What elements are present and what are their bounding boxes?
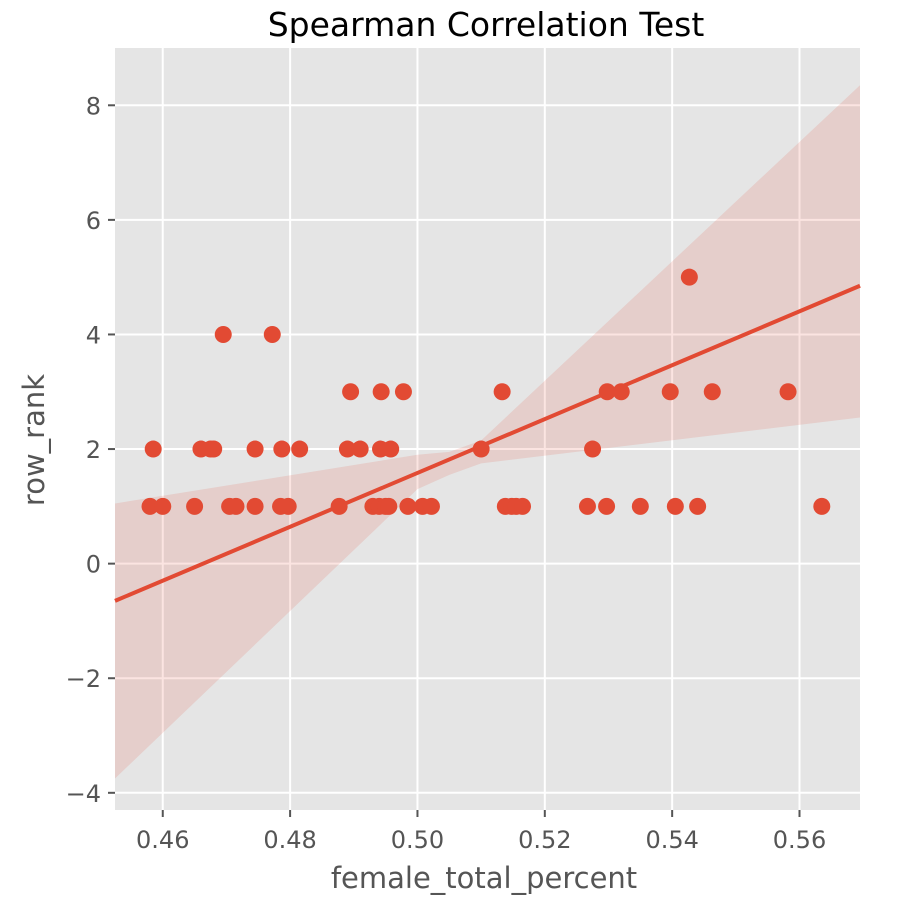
data-point <box>612 383 630 401</box>
data-point <box>154 497 172 515</box>
y-tick-label: 6 <box>86 207 101 235</box>
data-point <box>394 383 412 401</box>
data-point <box>779 383 797 401</box>
data-point <box>514 497 532 515</box>
y-axis-ticks: −4 −2 0 2 4 6 8 <box>66 92 115 808</box>
y-tick-label: 2 <box>86 436 101 464</box>
data-point <box>141 497 159 515</box>
data-points-layer <box>141 268 831 515</box>
data-point <box>703 383 721 401</box>
x-axis-ticks: 0.46 0.48 0.50 0.52 0.54 0.56 <box>136 810 826 854</box>
data-point <box>372 383 390 401</box>
x-axis-label: female_total_percent <box>331 861 637 895</box>
data-point <box>227 497 245 515</box>
y-tick-label: −2 <box>66 665 101 693</box>
data-point <box>689 497 707 515</box>
data-point <box>291 440 309 458</box>
data-point <box>813 497 831 515</box>
data-point <box>246 497 264 515</box>
x-tick-label: 0.46 <box>136 826 189 854</box>
y-tick-label: 4 <box>86 321 101 349</box>
data-point <box>598 383 616 401</box>
regression-line-layer <box>114 283 861 603</box>
x-tick-label: 0.56 <box>773 826 826 854</box>
data-point <box>472 440 490 458</box>
chart-title: Spearman Correlation Test <box>268 5 705 44</box>
data-point <box>680 268 698 286</box>
data-point <box>493 383 511 401</box>
data-point <box>338 440 356 458</box>
data-point <box>205 440 223 458</box>
plot-area <box>115 48 860 810</box>
data-point <box>144 440 162 458</box>
data-point <box>263 325 281 343</box>
data-point <box>214 325 232 343</box>
x-tick-label: 0.52 <box>518 826 571 854</box>
data-point <box>351 440 369 458</box>
data-point <box>246 440 264 458</box>
x-tick-label: 0.54 <box>645 826 698 854</box>
data-point <box>666 497 684 515</box>
data-point <box>598 497 616 515</box>
data-point <box>399 497 417 515</box>
data-point <box>273 440 291 458</box>
data-point <box>584 440 602 458</box>
data-point <box>382 440 400 458</box>
data-point <box>631 497 649 515</box>
x-tick-label: 0.48 <box>263 826 316 854</box>
data-point <box>578 497 596 515</box>
data-point <box>279 497 297 515</box>
y-axis-label: row_rank <box>17 374 51 506</box>
data-point <box>342 383 360 401</box>
data-point <box>422 497 440 515</box>
y-tick-label: 8 <box>86 92 101 120</box>
y-tick-label: −4 <box>66 780 101 808</box>
data-point <box>330 497 348 515</box>
confidence-band-layer <box>115 85 860 779</box>
data-point <box>380 497 398 515</box>
data-point <box>661 383 679 401</box>
data-point <box>186 497 204 515</box>
regression-line <box>114 283 861 603</box>
x-tick-label: 0.50 <box>391 826 444 854</box>
y-tick-label: 0 <box>86 551 101 579</box>
confidence-band <box>115 85 860 779</box>
